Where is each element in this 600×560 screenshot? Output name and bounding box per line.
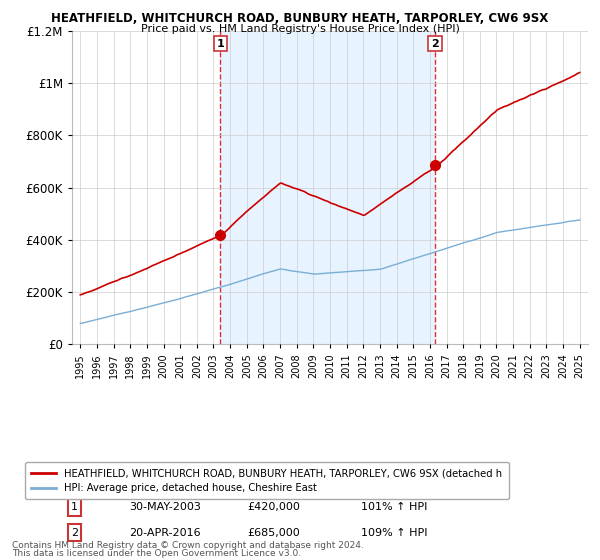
Text: Price paid vs. HM Land Registry's House Price Index (HPI): Price paid vs. HM Land Registry's House … xyxy=(140,24,460,34)
Text: 1: 1 xyxy=(217,39,224,49)
Bar xyxy=(220,31,435,344)
Text: 2: 2 xyxy=(431,39,439,49)
Legend: HEATHFIELD, WHITCHURCH ROAD, BUNBURY HEATH, TARPORLEY, CW6 9SX (detached h, HPI:: HEATHFIELD, WHITCHURCH ROAD, BUNBURY HEA… xyxy=(25,463,509,500)
Text: 109% ↑ HPI: 109% ↑ HPI xyxy=(361,528,427,538)
Text: 101% ↑ HPI: 101% ↑ HPI xyxy=(361,502,427,512)
Text: This data is licensed under the Open Government Licence v3.0.: This data is licensed under the Open Gov… xyxy=(12,549,301,558)
Text: 20-APR-2016: 20-APR-2016 xyxy=(129,528,200,538)
Text: 2: 2 xyxy=(71,528,78,538)
Text: HEATHFIELD, WHITCHURCH ROAD, BUNBURY HEATH, TARPORLEY, CW6 9SX: HEATHFIELD, WHITCHURCH ROAD, BUNBURY HEA… xyxy=(52,12,548,25)
Text: £685,000: £685,000 xyxy=(247,528,300,538)
Text: 1: 1 xyxy=(71,502,78,512)
Text: Contains HM Land Registry data © Crown copyright and database right 2024.: Contains HM Land Registry data © Crown c… xyxy=(12,541,364,550)
Text: 30-MAY-2003: 30-MAY-2003 xyxy=(129,502,200,512)
Text: £420,000: £420,000 xyxy=(247,502,301,512)
